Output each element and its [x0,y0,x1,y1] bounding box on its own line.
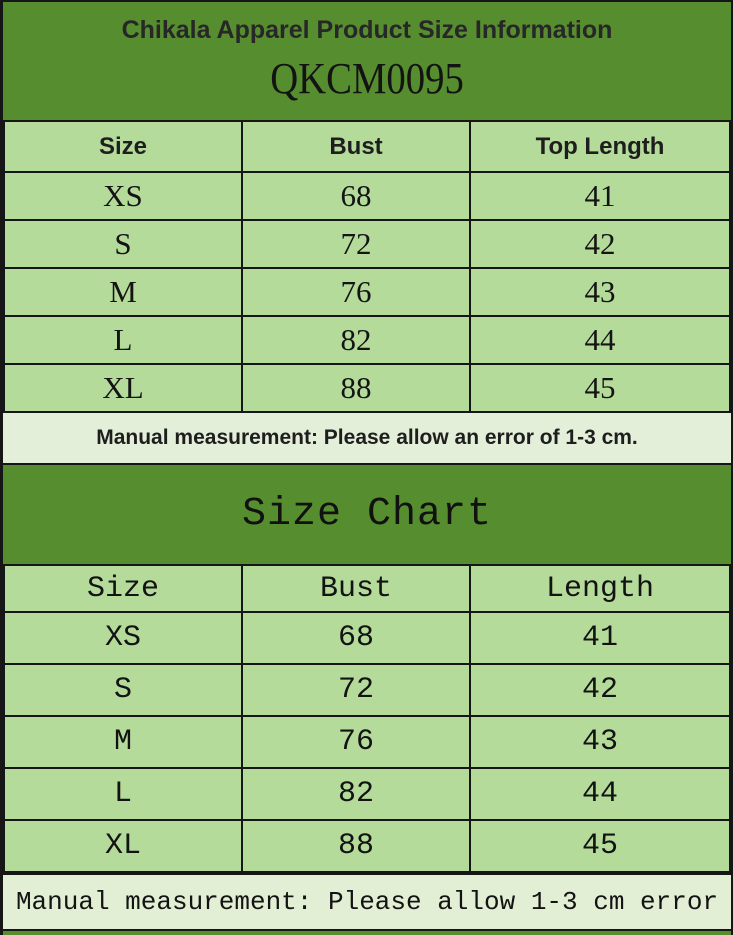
table-row: XL 88 45 [3,819,731,873]
top-banner: Chikala Apparel Product Size Information… [3,2,731,120]
table-row: L 82 44 [3,767,731,821]
measurement-note-bottom: Manual measurement: Please allow 1-3 cm … [3,873,731,931]
bottom-green-bar [3,931,731,935]
table-cell: XS [3,611,243,665]
size-chart-title: Size Chart [241,492,493,537]
page-title: Chikala Apparel Product Size Information [121,16,613,44]
measurement-note-top: Manual measurement: Please allow an erro… [3,413,731,465]
table-cell: XL [3,363,243,413]
table-cell: L [3,767,243,821]
table-cell: 88 [241,819,471,873]
size-table-top: Size Bust Top Length XS 68 41 S 72 42 M … [3,120,731,413]
table-row: XS 68 41 [3,171,731,221]
size-chart-banner: Size Chart [3,465,731,564]
header-top-length: Top Length [469,120,731,173]
table-row: S 72 42 [3,663,731,717]
table-row: XL 88 45 [3,363,731,413]
table-cell: 72 [241,663,471,717]
table-header-row: Size Bust Length [3,564,731,613]
product-code: QKCM0095 [270,54,464,103]
table-cell: M [3,715,243,769]
table-cell: 41 [469,611,731,665]
header-size: Size [3,120,243,173]
table-cell: 72 [241,219,471,269]
table-cell: 68 [241,611,471,665]
header-length: Length [469,564,731,613]
table-cell: XS [3,171,243,221]
size-table-bottom: Size Bust Length XS 68 41 S 72 42 M 76 4… [3,564,731,873]
table-cell: S [3,219,243,269]
table-cell: 43 [469,267,731,317]
table-cell: L [3,315,243,365]
table-cell: 45 [469,363,731,413]
table-cell: 82 [241,315,471,365]
table-cell: 41 [469,171,731,221]
table-cell: 68 [241,171,471,221]
table-cell: 45 [469,819,731,873]
table-cell: 82 [241,767,471,821]
table-row: S 72 42 [3,219,731,269]
table-header-row: Size Bust Top Length [3,120,731,173]
table-row: M 76 43 [3,715,731,769]
table-cell: 44 [469,767,731,821]
header-bust: Bust [241,564,471,613]
table-row: XS 68 41 [3,611,731,665]
table-cell: 76 [241,267,471,317]
table-cell: 42 [469,219,731,269]
header-bust: Bust [241,120,471,173]
table-cell: 88 [241,363,471,413]
table-cell: S [3,663,243,717]
table-cell: 43 [469,715,731,769]
table-cell: 44 [469,315,731,365]
table-cell: 76 [241,715,471,769]
table-cell: 42 [469,663,731,717]
table-cell: XL [3,819,243,873]
table-row: M 76 43 [3,267,731,317]
header-size: Size [3,564,243,613]
table-row: L 82 44 [3,315,731,365]
table-cell: M [3,267,243,317]
